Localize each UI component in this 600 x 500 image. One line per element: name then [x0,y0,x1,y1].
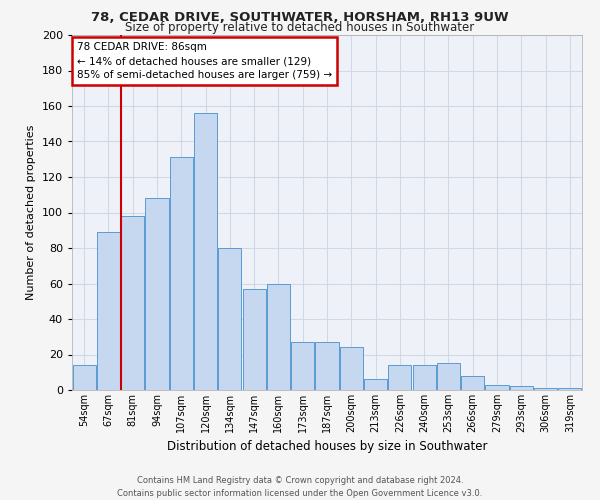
Text: Contains HM Land Registry data © Crown copyright and database right 2024.
Contai: Contains HM Land Registry data © Crown c… [118,476,482,498]
Bar [291,342,314,390]
X-axis label: Distribution of detached houses by size in Southwater: Distribution of detached houses by size … [167,440,487,454]
Bar [534,388,557,390]
Bar [73,365,95,390]
Text: Size of property relative to detached houses in Southwater: Size of property relative to detached ho… [125,21,475,34]
Bar [364,380,387,390]
Bar [510,386,533,390]
Text: 78 CEDAR DRIVE: 86sqm
← 14% of detached houses are smaller (129)
85% of semi-det: 78 CEDAR DRIVE: 86sqm ← 14% of detached … [77,42,332,80]
Bar [97,232,120,390]
Bar [267,284,290,390]
Bar [461,376,484,390]
Bar [437,364,460,390]
Bar [388,365,412,390]
Bar [316,342,338,390]
Bar [218,248,241,390]
Bar [145,198,169,390]
Bar [121,216,144,390]
Bar [194,113,217,390]
Y-axis label: Number of detached properties: Number of detached properties [26,125,36,300]
Bar [340,348,363,390]
Bar [242,289,266,390]
Bar [170,158,193,390]
Text: 78, CEDAR DRIVE, SOUTHWATER, HORSHAM, RH13 9UW: 78, CEDAR DRIVE, SOUTHWATER, HORSHAM, RH… [91,11,509,24]
Bar [559,388,581,390]
Bar [413,365,436,390]
Bar [485,384,509,390]
